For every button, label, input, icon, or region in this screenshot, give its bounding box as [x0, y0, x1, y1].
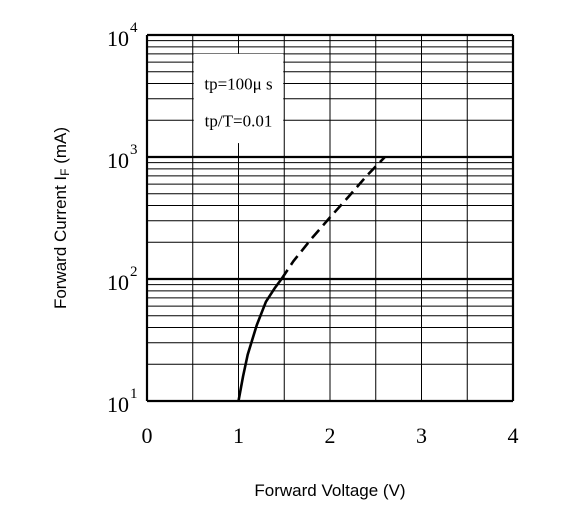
x-tick-label: 2: [325, 423, 336, 448]
y-tick-exponent: 1: [130, 386, 138, 402]
annotation-box: [193, 53, 284, 144]
x-tick-label: 3: [416, 423, 427, 448]
x-tick-label: 4: [508, 423, 519, 448]
major-grid: [145, 33, 515, 403]
x-tick-label: 0: [142, 423, 153, 448]
y-axis-title-subscript: F: [58, 169, 72, 176]
y-tick-label: 10: [107, 270, 129, 295]
y-tick-exponent: 3: [130, 142, 138, 158]
y-tick-label: 10: [107, 148, 129, 173]
annotation-duty-cycle: tp/T=0.01: [205, 111, 273, 130]
forward-curve-dashed: [280, 156, 386, 280]
y-tick-label: 10: [107, 392, 129, 417]
y-axis-title-main: Forward Current I: [51, 176, 70, 309]
forward-curve-solid: [237, 278, 283, 402]
minor-grid: [147, 35, 513, 401]
x-tick-labels: 0 1 2 3 4: [142, 423, 519, 448]
x-axis-title: Forward Voltage (V): [254, 481, 405, 500]
y-tick-exponent: 4: [130, 20, 138, 36]
y-axis-title: Forward Current IF (mA): [51, 127, 72, 309]
curve-group: [237, 156, 386, 402]
y-tick-label: 10: [107, 26, 129, 51]
x-tick-label: 1: [233, 423, 244, 448]
annotation-pulse-width: tp=100μ s: [204, 75, 272, 94]
y-axis-title-unit: (mA): [51, 127, 70, 169]
y-tick-exponent: 2: [130, 264, 138, 280]
